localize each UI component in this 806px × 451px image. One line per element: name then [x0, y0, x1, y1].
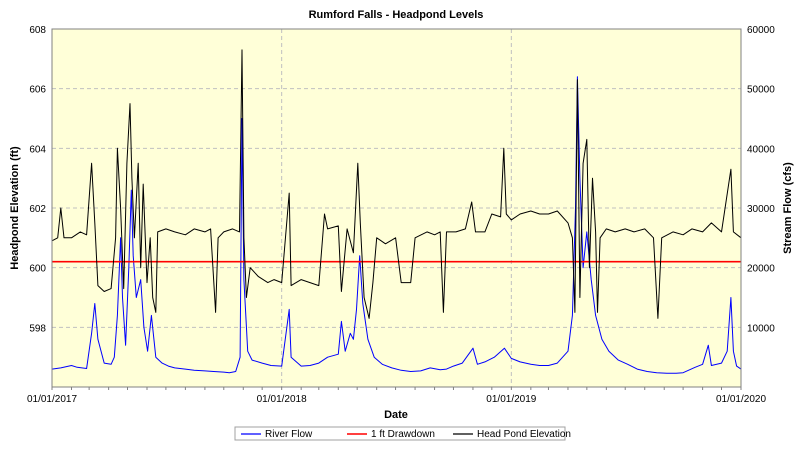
series-line-head-pond-elevation: [51, 49, 742, 319]
legend-label-river-flow: River Flow: [265, 429, 313, 440]
y-right-tick-label: 40000: [747, 144, 775, 155]
x-tick-label: 01/01/2020: [716, 394, 766, 405]
chart-title: Rumford Falls - Headpond Levels: [309, 9, 484, 21]
y-left-tick-label: 604: [29, 144, 46, 155]
y-right-tick-label: 10000: [747, 323, 775, 334]
y-left-axis-title: Headpond Elevation (ft): [9, 146, 21, 270]
legend: River Flow 1 ft Drawdown Head Pond Eleva…: [234, 426, 571, 441]
x-tick-label: 01/01/2017: [27, 394, 77, 405]
axis-layer: 598 600 602 604 606 608 10000 20000 30000 40000 50…: [27, 25, 775, 405]
x-tick-label: 01/01/2019: [486, 394, 536, 405]
y-right-tick-label: 50000: [747, 85, 775, 96]
y-left-tick-label: 598: [29, 323, 46, 334]
y-left-tick-label: 602: [29, 204, 46, 215]
y-right-tick-label: 30000: [747, 204, 775, 215]
y-left-tick-label: 608: [29, 25, 46, 36]
y-left-tick-label: 606: [29, 85, 46, 96]
series-line-river-flow: [51, 76, 742, 374]
legend-label-drawdown: 1 ft Drawdown: [371, 429, 435, 440]
x-tick-label: 01/01/2018: [257, 394, 307, 405]
y-left-tick-label: 600: [29, 264, 46, 275]
y-right-tick-label: 20000: [747, 264, 775, 275]
legend-label-head-pond: Head Pond Elevation: [477, 429, 571, 440]
plot-frame: [51, 28, 742, 388]
series-layer: [51, 49, 742, 374]
x-axis-title: Date: [384, 409, 408, 421]
legend-frame: [234, 426, 566, 441]
y-right-axis-title: Stream Flow (cfs): [782, 162, 794, 254]
y-right-tick-label: 60000: [747, 25, 775, 36]
